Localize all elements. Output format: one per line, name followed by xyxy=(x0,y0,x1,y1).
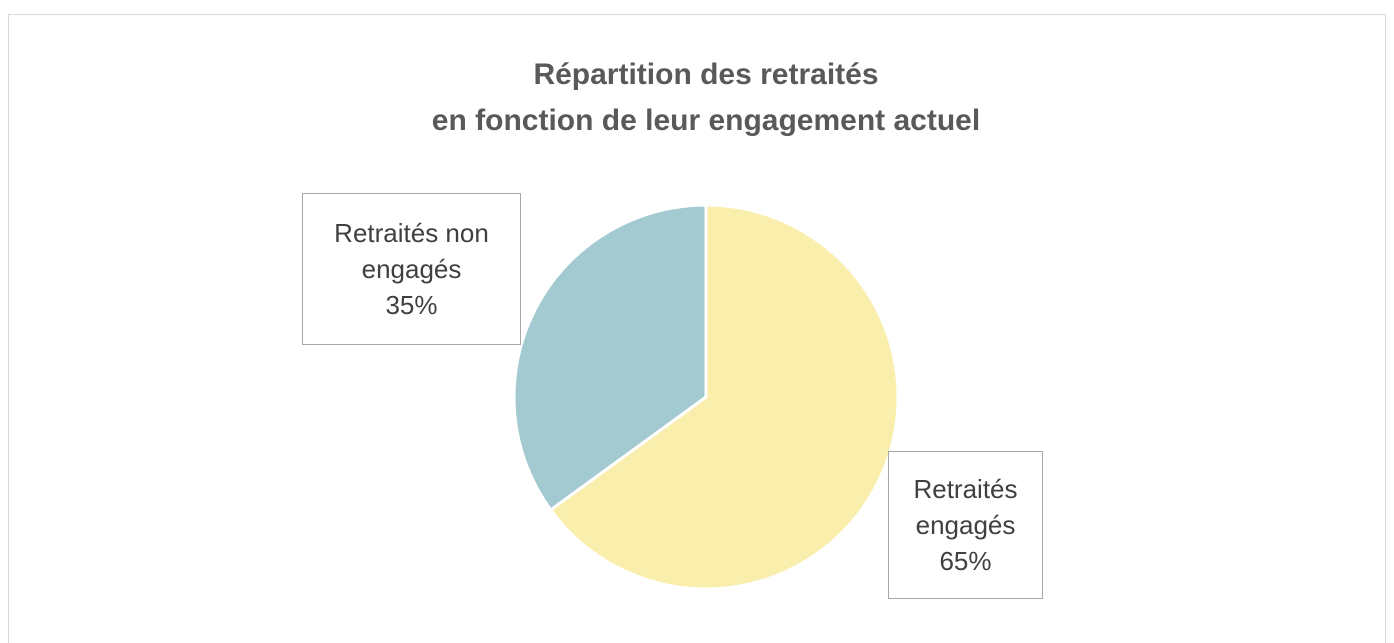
value-label: 35% xyxy=(385,290,438,320)
chart-frame xyxy=(8,14,1386,643)
chart-title: Répartition des retraités xyxy=(533,58,878,91)
pie-slice xyxy=(512,203,708,512)
pie-slice xyxy=(548,203,900,591)
data-label: Retraités non engagés 35% xyxy=(302,193,521,345)
value-label: 65% xyxy=(939,546,992,576)
data-label: Retraités engagés 65% xyxy=(888,451,1043,599)
chart-title: en fonction de leur engagement actuel xyxy=(432,104,980,137)
category-label: Retraités non engagés xyxy=(334,218,489,284)
category-label: Retraités engagés xyxy=(913,474,1018,540)
